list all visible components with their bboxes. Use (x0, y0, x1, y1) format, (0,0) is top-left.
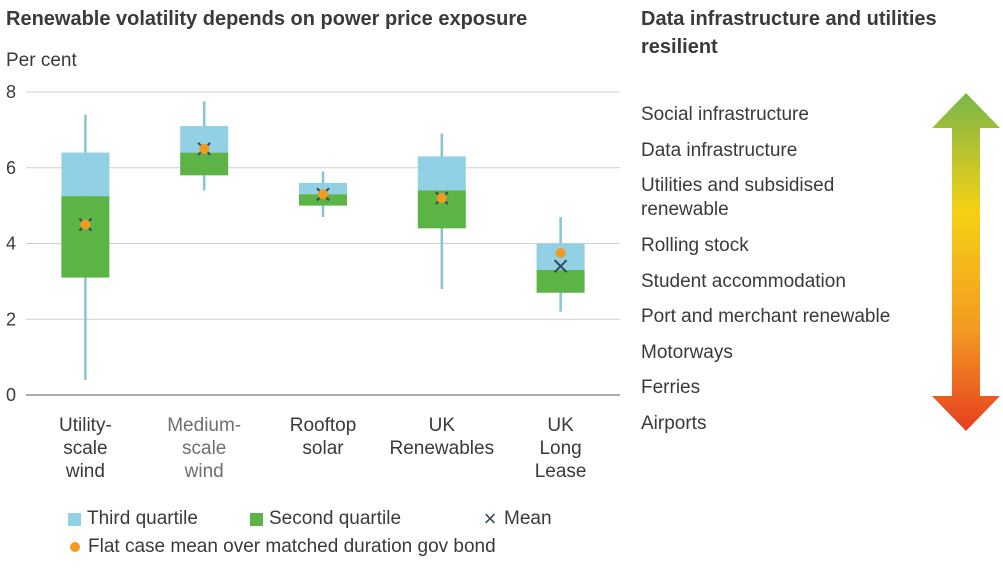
legend-label: Second quartile (269, 508, 402, 529)
x-tick-label: UK (547, 415, 574, 436)
legend-second-quartile: Second quartile (250, 507, 401, 531)
sector-item: Ferries (641, 377, 701, 398)
y-axis-label: Per cent (6, 50, 77, 71)
sector-item: Airports (641, 413, 707, 434)
x-tick-label: UK (429, 415, 456, 436)
third-quartile-box (299, 182, 347, 195)
x-tick-label: Utility- (59, 415, 112, 436)
y-tick-label: 2 (6, 309, 16, 329)
legend-third-quartile: Third quartile (68, 507, 198, 531)
second-quartile-box (299, 194, 347, 206)
resilience-gradient-arrow (932, 93, 1000, 431)
right-panel-title: Data infrastructure and utilities resili… (641, 8, 937, 58)
sector-item: Rolling stock (641, 235, 749, 256)
x-tick-label: Medium- (167, 415, 241, 436)
legend-label: Third quartile (87, 508, 198, 529)
sector-item: Data infrastructure (641, 140, 798, 161)
x-tick-label: scale (182, 438, 226, 459)
second-quartile-box (536, 270, 585, 293)
flat-case-marker (199, 143, 210, 154)
y-tick-label: 0 (6, 385, 16, 405)
y-tick-label: 4 (6, 234, 16, 254)
y-tick-label: 6 (6, 158, 16, 178)
x-axis-labels: Utility-scalewindMedium-scalewindRooftop… (59, 415, 586, 482)
x-tick-label: Long (539, 438, 581, 459)
flat-case-marker (436, 193, 447, 204)
flat-case-dot-icon (70, 542, 80, 552)
y-tick-label: 8 (6, 82, 16, 102)
third-quartile-box (61, 152, 110, 197)
legend-label: Mean (504, 508, 552, 529)
x-tick-label: Lease (535, 461, 587, 482)
sector-item: Utilities and subsidised renewable (641, 175, 835, 220)
flat-case-marker (555, 247, 566, 258)
legend-label: Flat case mean over matched duration gov… (88, 536, 496, 557)
mean-x-icon: × (483, 506, 497, 531)
box-series (61, 101, 585, 380)
grid-lines: 0 2 4 6 8 (6, 82, 620, 405)
third-quartile-swatch (68, 512, 81, 526)
chart-title: Renewable volatility depends on power pr… (6, 8, 528, 30)
x-tick-label: solar (302, 438, 344, 459)
second-quartile-box (180, 152, 229, 176)
third-quartile-box (417, 156, 466, 191)
sector-item: Student accommodation (641, 271, 846, 292)
sector-item: Social infrastructure (641, 104, 809, 125)
second-quartile-box (61, 196, 110, 278)
flat-case-marker (80, 219, 91, 230)
x-tick-label: scale (63, 438, 107, 459)
x-tick-label: Rooftop (290, 415, 357, 436)
x-tick-label: Renewables (390, 438, 495, 459)
x-tick-label: wind (65, 461, 105, 482)
sector-item: Motorways (641, 342, 733, 363)
legend-mean: × Mean (482, 507, 552, 531)
flat-case-marker (318, 189, 328, 200)
x-tick-label: wind (184, 461, 224, 482)
legend-flat-case: Flat case mean over matched duration gov… (68, 535, 496, 559)
second-quartile-swatch (250, 512, 263, 526)
mean-marker (553, 259, 568, 273)
sector-item: Port and merchant renewable (641, 306, 891, 327)
